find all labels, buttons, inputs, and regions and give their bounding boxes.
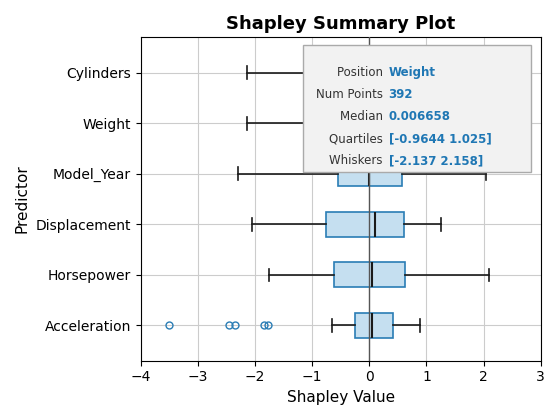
Text: [-2.137 2.158]: [-2.137 2.158] (389, 155, 483, 168)
Text: Whiskers: Whiskers (329, 155, 387, 168)
Title: Shapley Summary Plot: Shapley Summary Plot (226, 15, 455, 33)
Text: [-0.9644 1.025]: [-0.9644 1.025] (389, 132, 492, 145)
Text: Num Points: Num Points (316, 89, 387, 101)
PathPatch shape (355, 313, 393, 338)
PathPatch shape (326, 212, 404, 237)
PathPatch shape (338, 161, 403, 186)
X-axis label: Shapley Value: Shapley Value (287, 390, 395, 405)
FancyBboxPatch shape (303, 45, 531, 171)
Text: Position: Position (337, 66, 387, 79)
Text: Weight: Weight (389, 66, 436, 79)
PathPatch shape (314, 110, 428, 136)
Y-axis label: Predictor: Predictor (15, 165, 30, 234)
PathPatch shape (314, 60, 398, 85)
Text: 392: 392 (389, 89, 413, 101)
PathPatch shape (334, 262, 405, 287)
Text: Quartiles: Quartiles (329, 132, 387, 145)
Text: 0.006658: 0.006658 (389, 110, 451, 123)
Text: Median: Median (340, 110, 387, 123)
